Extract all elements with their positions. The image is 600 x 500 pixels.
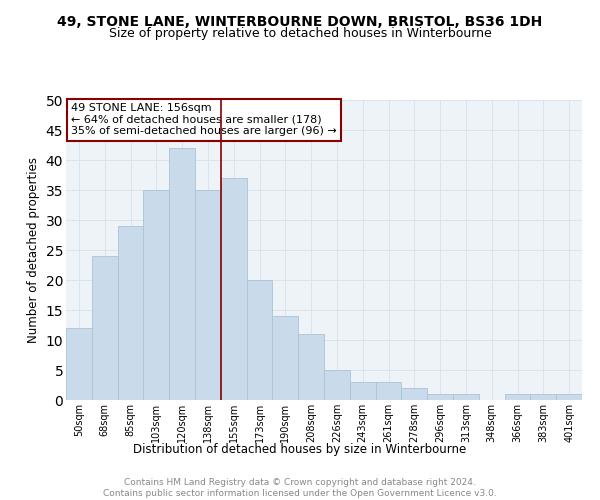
- Text: Distribution of detached houses by size in Winterbourne: Distribution of detached houses by size …: [133, 442, 467, 456]
- Bar: [247, 280, 272, 400]
- Bar: [169, 148, 195, 400]
- Bar: [118, 226, 143, 400]
- Bar: [221, 178, 247, 400]
- Text: 49 STONE LANE: 156sqm
← 64% of detached houses are smaller (178)
35% of semi-det: 49 STONE LANE: 156sqm ← 64% of detached …: [71, 103, 337, 136]
- Bar: [143, 190, 169, 400]
- Y-axis label: Number of detached properties: Number of detached properties: [27, 157, 40, 343]
- Bar: [530, 394, 556, 400]
- Bar: [376, 382, 401, 400]
- Bar: [66, 328, 92, 400]
- Bar: [401, 388, 427, 400]
- Text: Size of property relative to detached houses in Winterbourne: Size of property relative to detached ho…: [109, 28, 491, 40]
- Bar: [195, 190, 221, 400]
- Text: Contains HM Land Registry data © Crown copyright and database right 2024.
Contai: Contains HM Land Registry data © Crown c…: [103, 478, 497, 498]
- Text: 49, STONE LANE, WINTERBOURNE DOWN, BRISTOL, BS36 1DH: 49, STONE LANE, WINTERBOURNE DOWN, BRIST…: [58, 15, 542, 29]
- Bar: [556, 394, 582, 400]
- Bar: [453, 394, 479, 400]
- Bar: [427, 394, 453, 400]
- Bar: [350, 382, 376, 400]
- Bar: [92, 256, 118, 400]
- Bar: [298, 334, 324, 400]
- Bar: [272, 316, 298, 400]
- Bar: [324, 370, 350, 400]
- Bar: [505, 394, 530, 400]
